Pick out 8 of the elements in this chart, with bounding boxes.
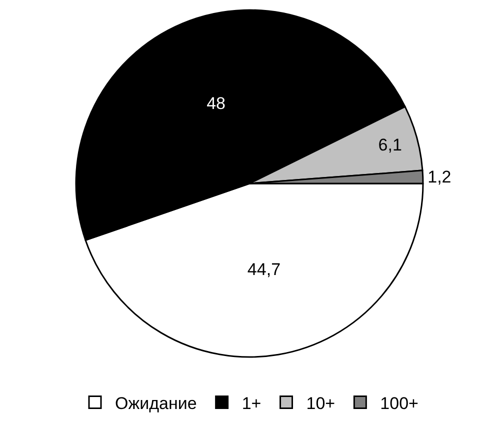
data-label: 48 [206,94,226,113]
legend-label: 100+ [380,394,419,413]
data-label: 1,2 [428,167,452,186]
legend-label: Ожидание [115,394,197,413]
data-label: 6,1 [378,136,402,155]
data-label: 44,7 [247,260,281,280]
legend-label: 1+ [242,394,262,413]
legend-label: 10+ [306,394,336,413]
